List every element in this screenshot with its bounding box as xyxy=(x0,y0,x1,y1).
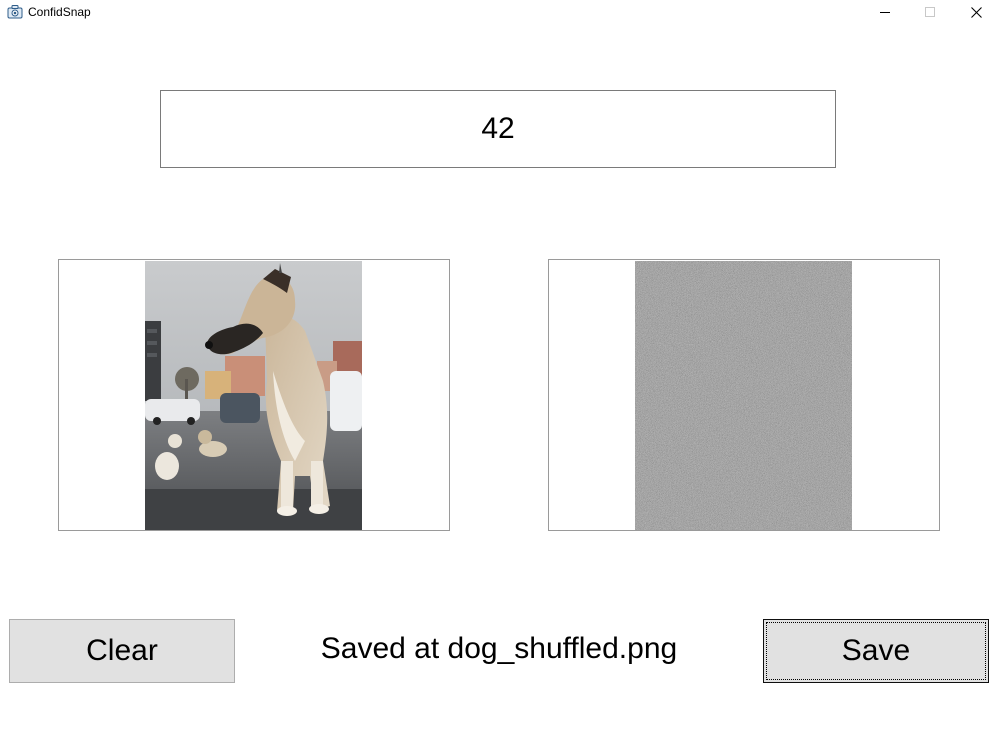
minimize-button[interactable] xyxy=(862,0,908,24)
original-image-panel xyxy=(58,259,450,531)
maximize-icon xyxy=(925,7,935,17)
shuffled-image-panel xyxy=(548,259,940,531)
maximize-button[interactable] xyxy=(907,0,953,24)
close-button[interactable] xyxy=(953,0,998,24)
title-bar[interactable]: ConfidSnap xyxy=(0,0,998,24)
seed-field[interactable]: 42 xyxy=(160,90,836,168)
noise-image xyxy=(635,261,852,530)
window-title: ConfidSnap xyxy=(28,5,91,19)
camera-icon xyxy=(7,5,23,19)
dog-photo xyxy=(145,261,362,530)
clear-button[interactable]: Clear xyxy=(9,619,235,683)
status-message: Saved at dog_shuffled.png xyxy=(320,632,678,665)
minimize-icon xyxy=(880,12,890,13)
save-button[interactable]: Save xyxy=(763,619,989,683)
close-icon xyxy=(970,6,982,18)
